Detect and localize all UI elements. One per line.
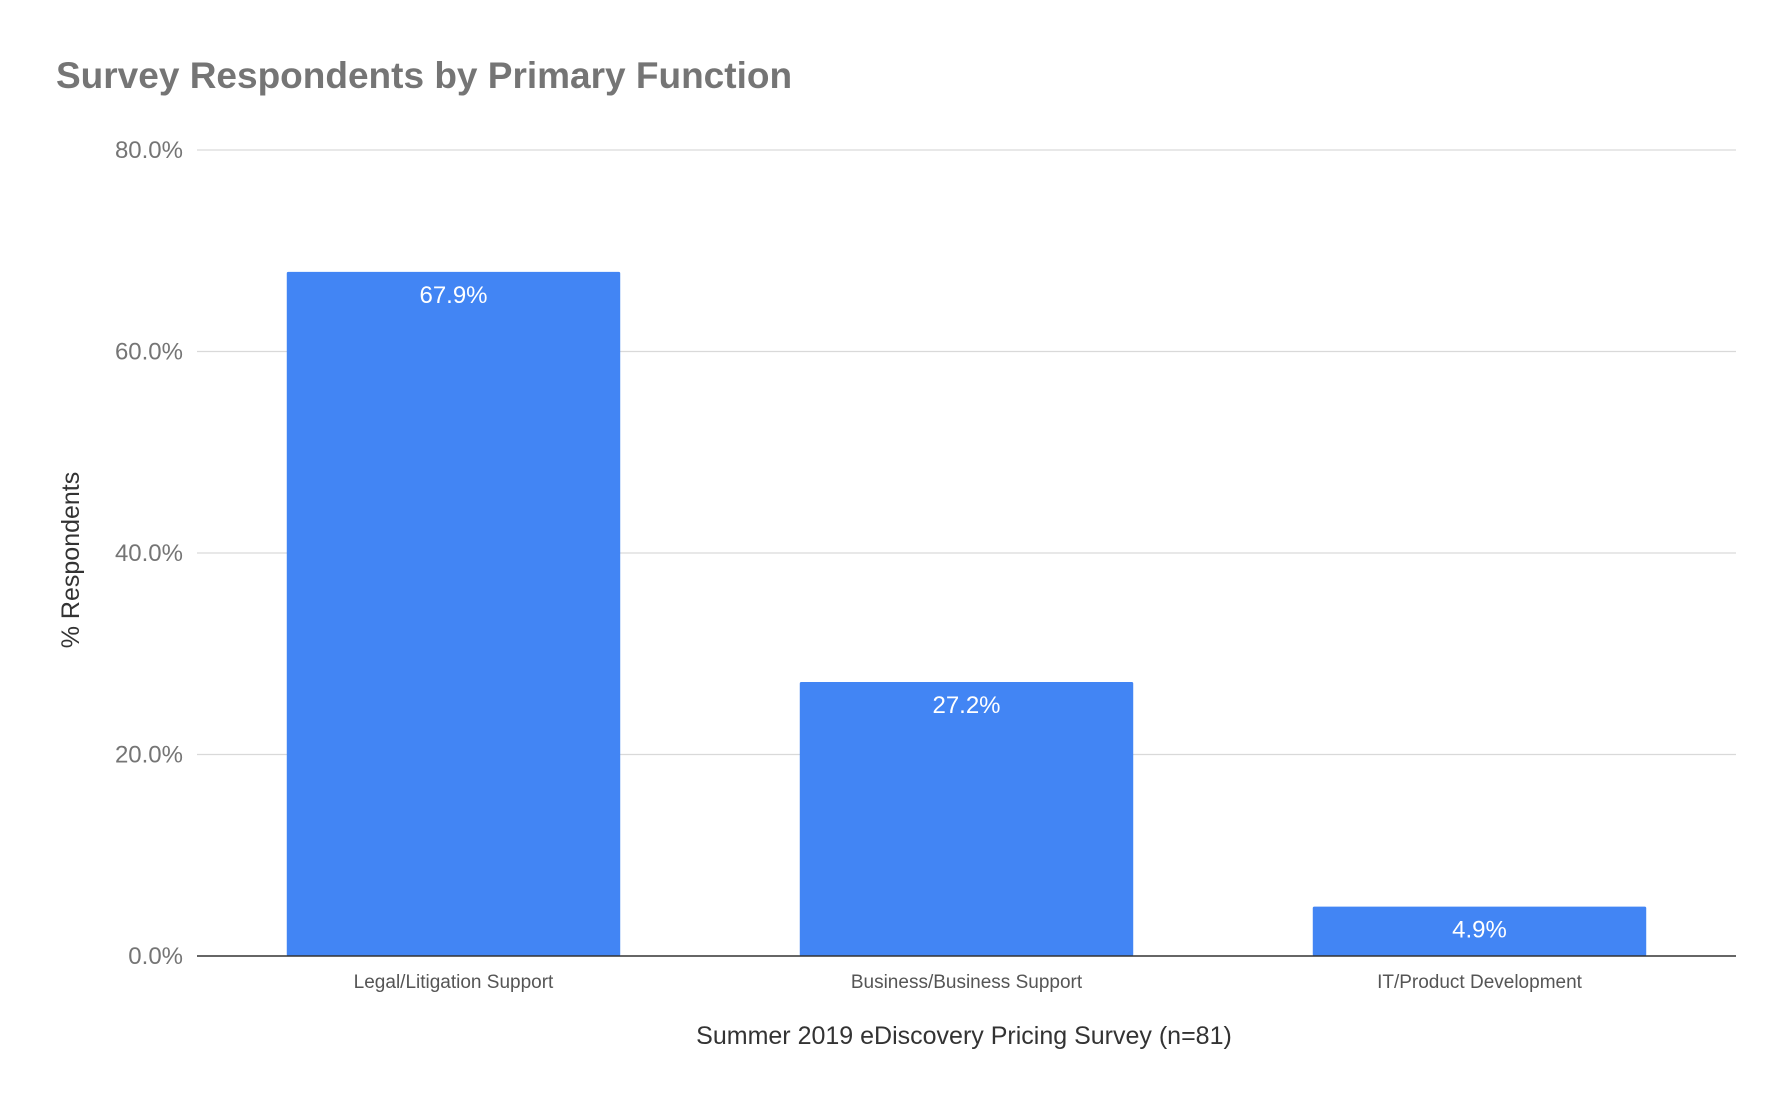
y-tick-label: 20.0%	[115, 742, 183, 769]
y-axis-title: % Respondents	[57, 472, 85, 649]
y-tick-label: 60.0%	[115, 339, 183, 366]
bar	[286, 271, 621, 957]
x-category-label: Legal/Litigation Support	[354, 972, 554, 993]
y-tick-label: 40.0%	[115, 540, 183, 567]
bars	[286, 271, 1647, 957]
bar-data-label: 27.2%	[932, 692, 1000, 719]
bar	[1312, 906, 1647, 956]
x-axis-title: Summer 2019 eDiscovery Pricing Survey (n…	[696, 1022, 1232, 1050]
bar-data-label: 4.9%	[1452, 917, 1507, 944]
bar-data-label: 67.9%	[419, 282, 487, 309]
x-category-label: Business/Business Support	[851, 972, 1083, 993]
bar	[799, 681, 1134, 956]
y-tick-label: 0.0%	[128, 943, 183, 970]
y-tick-label: 80.0%	[115, 137, 183, 164]
x-category-label: IT/Product Development	[1377, 972, 1583, 993]
labels: 0.0% 20.0% 40.0% 60.0% 80.0% 67.9% Legal/Litig…	[115, 137, 1583, 993]
chart-title: Survey Respondents by Primary Function	[56, 55, 792, 96]
